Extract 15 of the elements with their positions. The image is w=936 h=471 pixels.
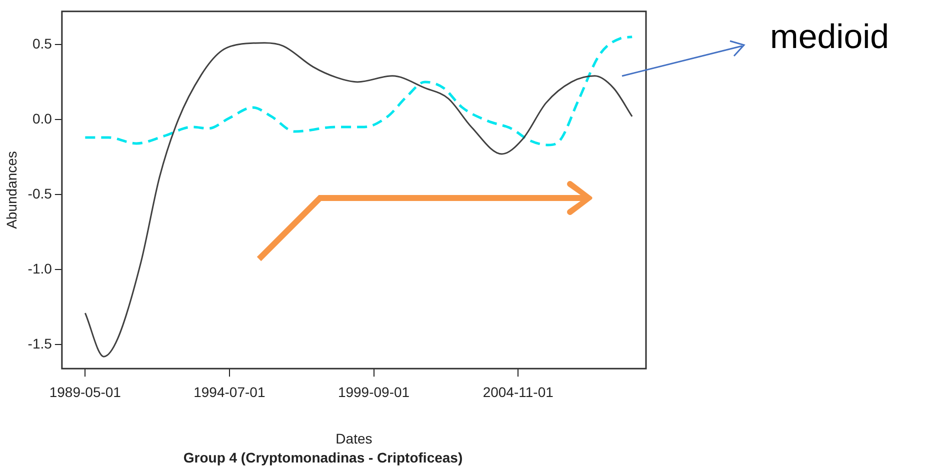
x-tick-label: 2004-11-01: [482, 384, 554, 400]
y-tick-label: -1.0: [28, 260, 52, 276]
x-axis-title: Dates: [336, 430, 372, 447]
x-tick-label: 1994-07-01: [194, 384, 266, 400]
x-tick-label: 1999-09-01: [338, 384, 410, 400]
line-series: [84, 36, 634, 146]
x-tick-label: 1989-05-01: [49, 384, 122, 400]
y-tick-label: -0.5: [28, 185, 52, 202]
line-series: [84, 42, 633, 358]
y-tick-label: -1.5: [28, 335, 52, 352]
text: medioid: [770, 18, 890, 57]
text: Group 4 (Cryptomonadinas - Criptoficeas): [183, 449, 463, 466]
y-axis-title: Abundances: [3, 151, 20, 229]
y-tick-label: 0.0: [32, 110, 52, 126]
y-tick-label: 0.5: [32, 35, 52, 52]
